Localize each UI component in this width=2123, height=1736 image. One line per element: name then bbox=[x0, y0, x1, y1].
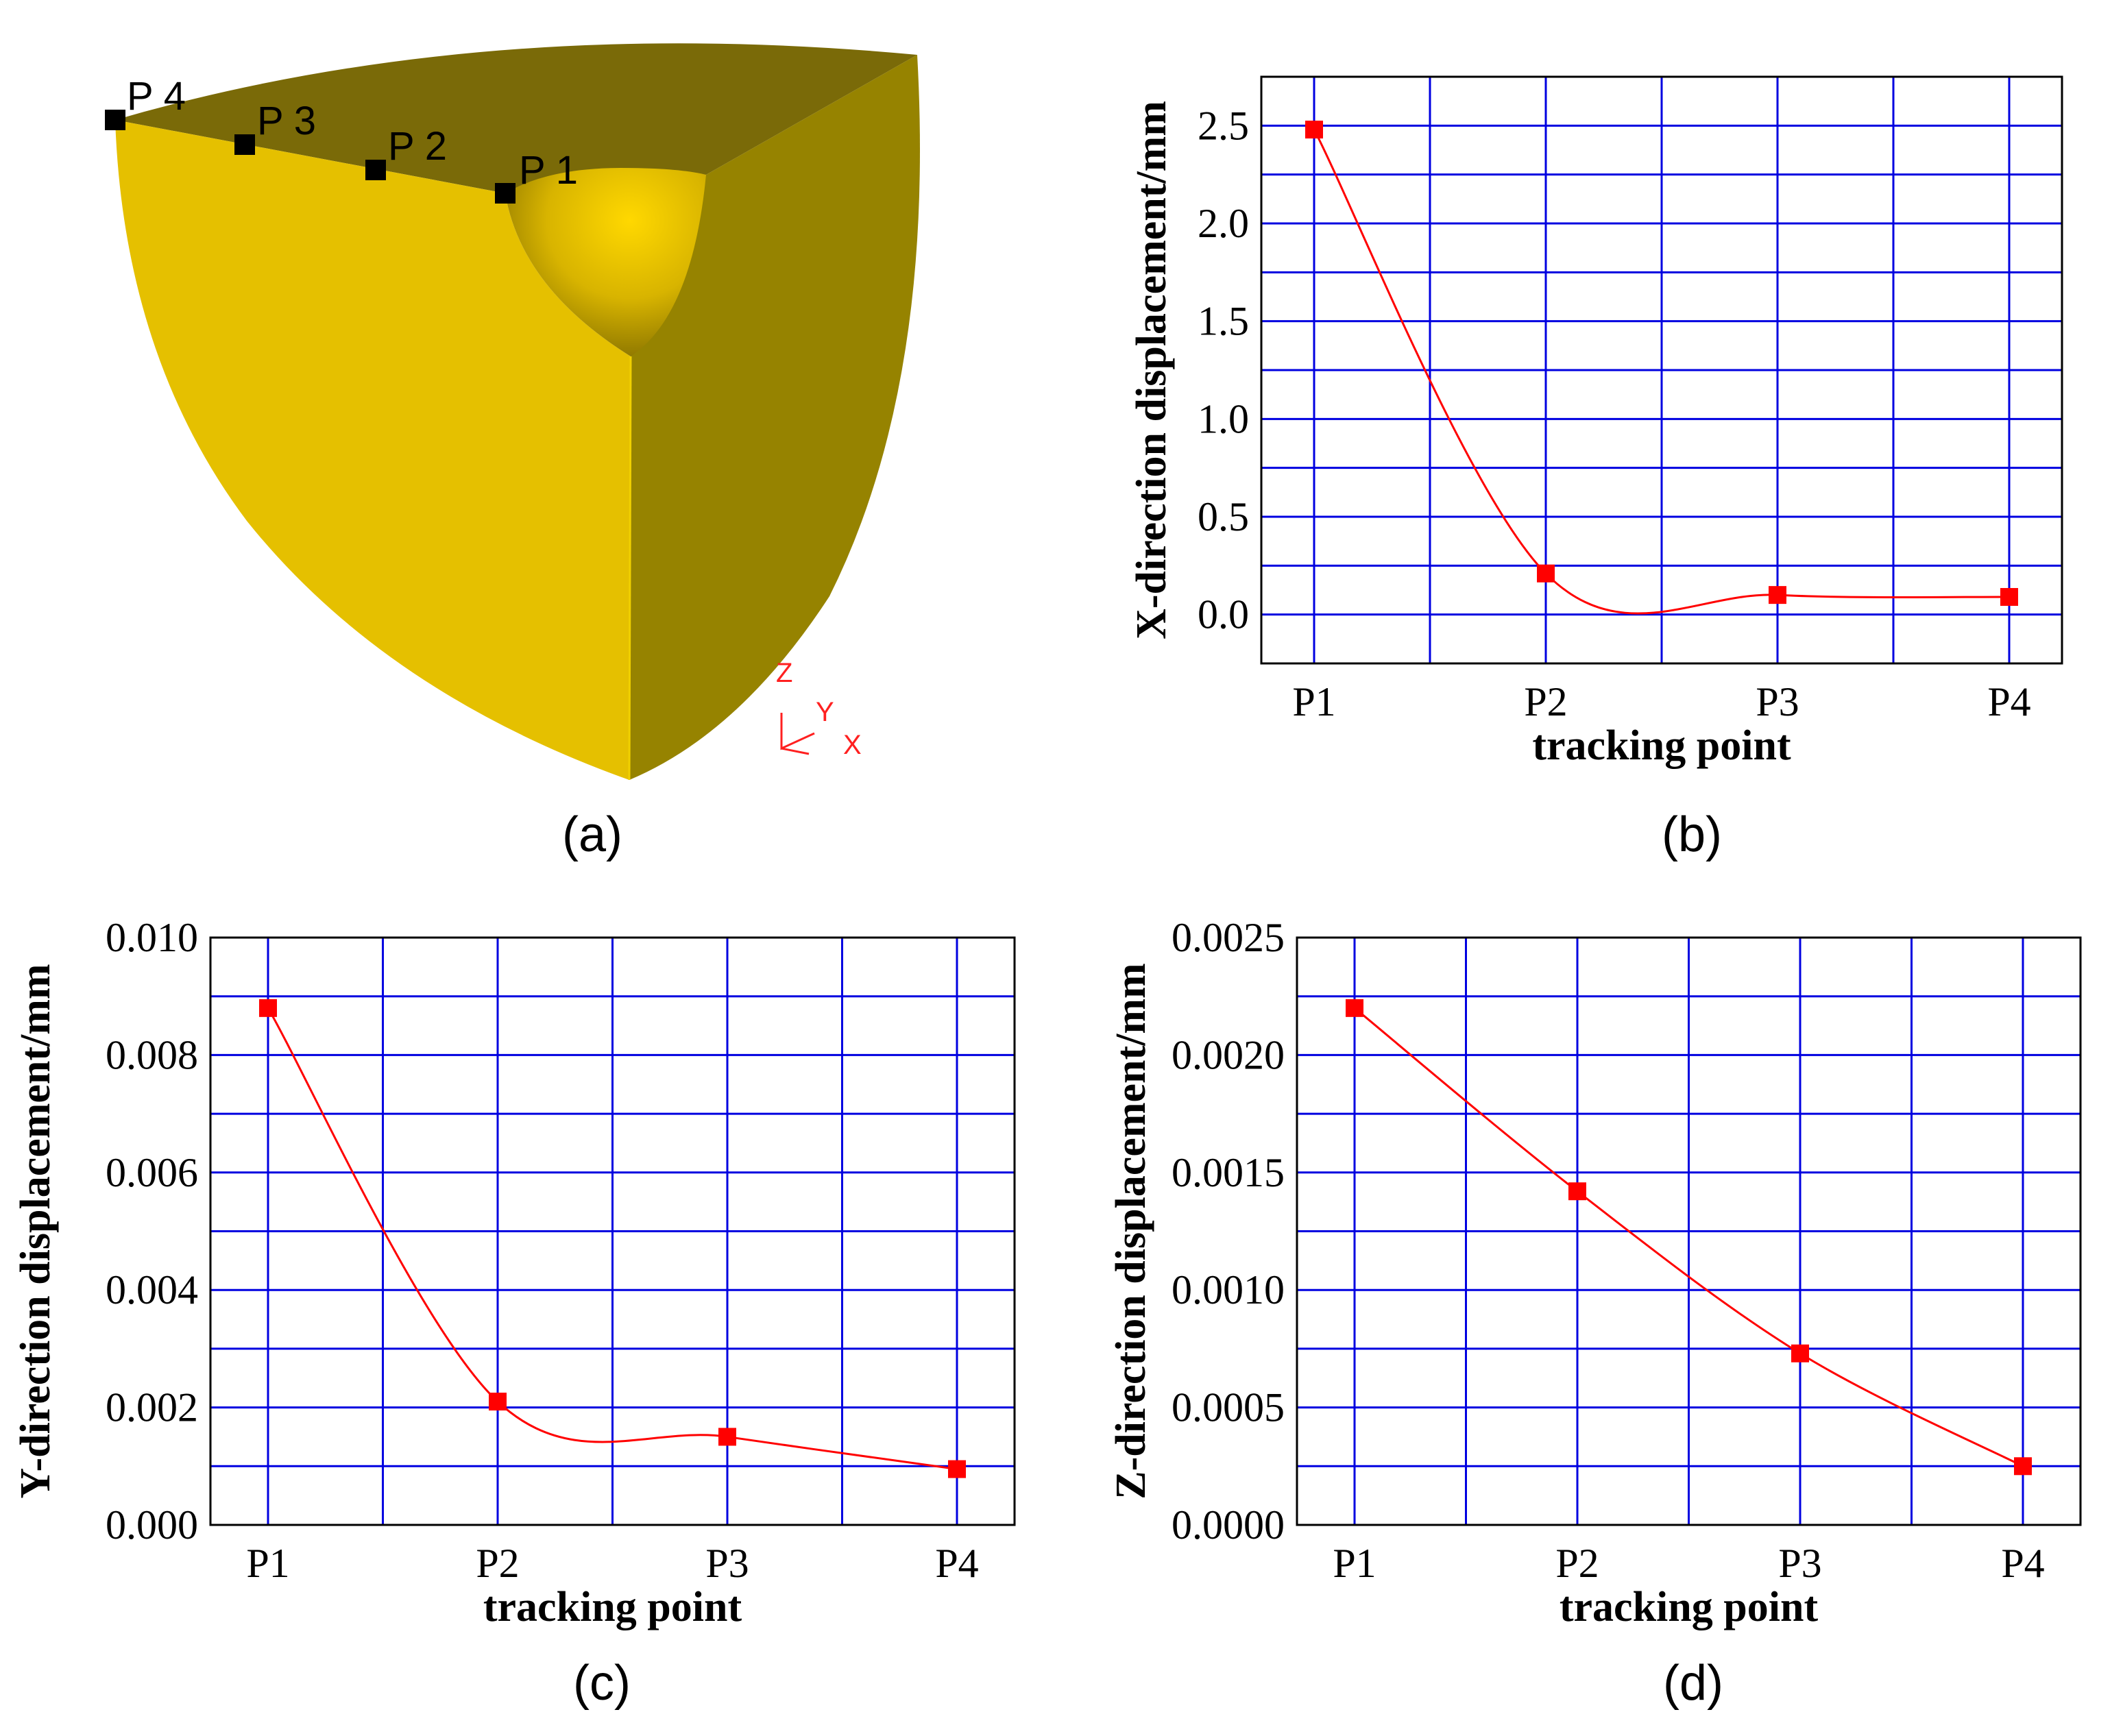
y-tick-label: 0.004 bbox=[106, 1267, 198, 1312]
y-tick-label: 0.010 bbox=[106, 915, 198, 960]
y-tick-label: 0.0 bbox=[1198, 592, 1249, 637]
panel-caption-c: (c) bbox=[573, 1656, 631, 1711]
model-edge bbox=[628, 356, 632, 781]
y-tick-label: 0.006 bbox=[106, 1150, 198, 1195]
chart-panel-c: 0.000 0.002 0.004 0.006 0.008 0.010 P1 P2 P3 P4 tr… bbox=[12, 915, 1016, 1711]
x-tick-label: P2 bbox=[1524, 679, 1567, 724]
x-tick-label: P3 bbox=[1756, 679, 1799, 724]
coordinate-triad-icon: Z Y X bbox=[776, 658, 862, 760]
panel-caption-a: (a) bbox=[562, 807, 622, 862]
tracking-point-marker-p1 bbox=[495, 183, 515, 204]
x-tick-label: P4 bbox=[935, 1541, 978, 1586]
series-line bbox=[1313, 129, 2010, 615]
model-hemisphere-cavity bbox=[505, 168, 706, 356]
panel-caption-d: (d) bbox=[1663, 1656, 1723, 1711]
panel-caption-b: (b) bbox=[1662, 807, 1722, 862]
y-tick-label: 0.0005 bbox=[1172, 1385, 1285, 1430]
x-axis-label: tracking point bbox=[1560, 1584, 1819, 1630]
y-tick-label: 0.0025 bbox=[1172, 915, 1285, 960]
data-point-marker bbox=[489, 1393, 507, 1411]
triad-y-label: Y bbox=[816, 697, 834, 727]
y-tick-label: 0.0020 bbox=[1172, 1032, 1285, 1077]
plot-frame bbox=[1260, 75, 2063, 665]
model-panel: P 1 P 2 P 3 P 4 Z Y X (a) bbox=[105, 43, 921, 862]
y-tick-label: 0.000 bbox=[106, 1502, 198, 1548]
plot-frame bbox=[209, 936, 1016, 1526]
y-tick-label: 2.5 bbox=[1198, 103, 1249, 148]
data-point-marker bbox=[1537, 564, 1555, 583]
chart-panel-b: 0.0 0.5 1.0 1.5 2.0 2.5 P1 P2 P3 P4 tracking point… bbox=[1128, 75, 2063, 862]
tracking-point-label-p1: P 1 bbox=[519, 148, 578, 193]
y-tick-label: 0.008 bbox=[106, 1032, 198, 1077]
triad-x-label: X bbox=[843, 730, 862, 760]
x-axis-label: tracking point bbox=[1532, 722, 1791, 769]
x-tick-label: P1 bbox=[1292, 679, 1335, 724]
data-point-marker bbox=[948, 1460, 966, 1478]
model-top-face bbox=[115, 43, 917, 193]
y-tick-label: 0.0010 bbox=[1172, 1267, 1285, 1312]
data-point-marker bbox=[1791, 1344, 1809, 1362]
data-point-marker bbox=[2000, 587, 2018, 606]
series-line bbox=[267, 1007, 958, 1471]
x-tick-label: P4 bbox=[1987, 679, 2030, 724]
x-tick-label: P3 bbox=[1778, 1541, 1821, 1586]
y-tick-label: 1.5 bbox=[1198, 299, 1249, 344]
data-point-marker bbox=[1769, 586, 1786, 604]
triad-z-label: Z bbox=[776, 658, 792, 688]
x-tick-label: P1 bbox=[1333, 1541, 1376, 1586]
x-tick-label: P3 bbox=[705, 1541, 749, 1586]
tracking-point-marker-p2 bbox=[365, 160, 386, 180]
tracking-point-marker-p3 bbox=[234, 134, 255, 155]
tracking-point-label-p3: P 3 bbox=[257, 99, 316, 143]
x-tick-label: P4 bbox=[2001, 1541, 2044, 1586]
y-tick-label: 2.0 bbox=[1198, 201, 1249, 246]
y-tick-label: 0.0000 bbox=[1172, 1502, 1285, 1548]
y-axis-label: Y-direction displacement/mm bbox=[12, 964, 59, 1498]
y-tick-label: 1.0 bbox=[1198, 396, 1249, 441]
y-tick-label: 0.0015 bbox=[1172, 1150, 1285, 1195]
data-point-marker bbox=[1568, 1182, 1586, 1201]
data-point-marker bbox=[718, 1428, 736, 1446]
model-side-face bbox=[629, 55, 921, 780]
data-point-marker bbox=[259, 999, 277, 1017]
x-tick-label: P2 bbox=[1555, 1541, 1599, 1586]
series-line bbox=[1354, 1007, 2024, 1467]
plot-frame bbox=[1296, 936, 2082, 1526]
y-tick-label: 0.5 bbox=[1198, 494, 1249, 539]
tracking-point-label-p4: P 4 bbox=[127, 74, 186, 119]
tracking-point-marker-p4 bbox=[105, 110, 125, 130]
tracking-point-label-p2: P 2 bbox=[388, 124, 447, 169]
data-point-marker bbox=[2014, 1457, 2032, 1476]
model-front-face bbox=[115, 120, 631, 780]
y-axis-label: X-direction displacement/mm bbox=[1128, 101, 1175, 639]
data-point-marker bbox=[1305, 121, 1323, 139]
y-tick-label: 0.002 bbox=[106, 1385, 198, 1430]
x-tick-label: P2 bbox=[476, 1541, 519, 1586]
chart-panel-d: 0.0000 0.0005 0.0010 0.0015 0.0020 0.0025 P1 P2… bbox=[1108, 915, 2082, 1711]
data-point-marker bbox=[1346, 999, 1363, 1017]
x-axis-label: tracking point bbox=[483, 1584, 742, 1630]
x-tick-label: P1 bbox=[246, 1541, 289, 1586]
y-axis-label: Z-direction displacement/mm bbox=[1108, 963, 1154, 1499]
